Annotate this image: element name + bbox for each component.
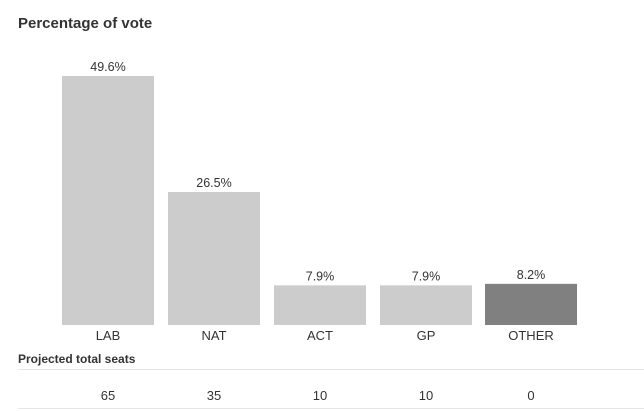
- seat-value-nat: 35: [206, 388, 222, 403]
- seats-bottom-divider: [18, 408, 644, 409]
- bar-lab: [62, 76, 154, 325]
- bar-other: [485, 283, 577, 325]
- chart-title: Percentage of vote: [18, 15, 153, 32]
- bar-act: [274, 285, 366, 325]
- value-label-gp: 7.9%: [412, 269, 441, 283]
- category-label-act: ACT: [307, 328, 333, 343]
- seats-top-divider: [18, 369, 644, 370]
- bar-nat: [168, 191, 260, 325]
- seat-value-other: 0: [527, 388, 535, 403]
- seats-title: Projected total seats: [18, 352, 136, 366]
- category-label-nat: NAT: [201, 328, 226, 343]
- bar-chart: 49.6% LAB 26.5% NAT 7.9% ACT 7.9% GP 8.2% OTHER: [62, 60, 577, 343]
- value-label-other: 8.2%: [517, 268, 546, 282]
- seat-value-lab: 65: [100, 388, 116, 403]
- category-label-other: OTHER: [508, 328, 554, 343]
- category-label-lab: LAB: [96, 328, 121, 343]
- bar-gp: [380, 285, 472, 325]
- value-label-nat: 26.5%: [196, 176, 231, 190]
- value-label-lab: 49.6%: [90, 60, 125, 74]
- seat-value-gp: 10: [418, 388, 434, 403]
- value-label-act: 7.9%: [306, 269, 335, 283]
- seat-value-act: 10: [312, 388, 328, 403]
- category-label-gp: GP: [417, 328, 436, 343]
